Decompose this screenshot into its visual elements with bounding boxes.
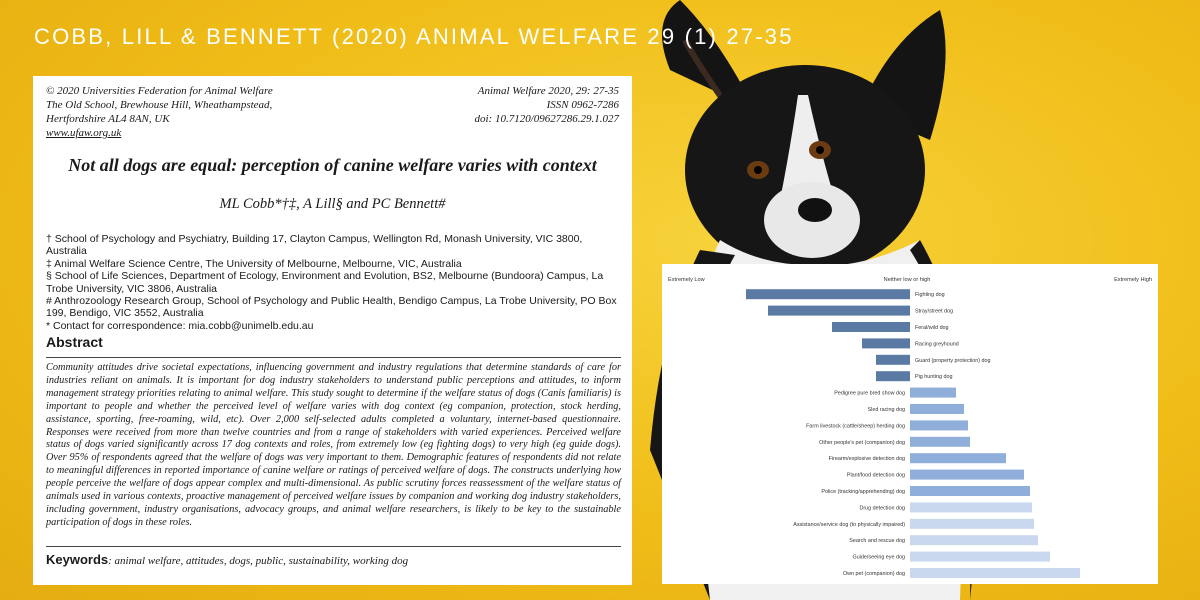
keywords-label: Keywords <box>46 552 109 567</box>
journal-citation: Animal Welfare 2020, 29: 27-35 <box>477 85 619 97</box>
keywords: Keywords: animal welfare, attitudes, dog… <box>46 552 408 568</box>
category-label-17: Guide/seeing eye dog <box>853 555 905 561</box>
x-label-center: Neither low or high <box>884 277 931 283</box>
divider <box>46 357 621 358</box>
bar-7 <box>910 387 956 398</box>
issn: ISSN 0962-7286 <box>546 99 619 111</box>
category-label-7: Pedigree pure bred show dog <box>834 391 905 397</box>
category-label-15: Assistance/service dog (to physically im… <box>793 522 905 528</box>
divider <box>46 546 621 547</box>
bar-18 <box>910 568 1080 578</box>
publisher-info: © 2020 Universities Federation for Anima… <box>46 84 273 140</box>
category-label-8: Sled racing dog <box>868 407 905 413</box>
category-label-16: Search and rescue dog <box>849 538 905 544</box>
category-label-11: Firearm/explosive detection dog <box>829 456 905 462</box>
bar-17 <box>910 551 1050 562</box>
paper-abstract-panel: © 2020 Universities Federation for Anima… <box>33 76 632 585</box>
category-label-6: Pig hunting dog <box>915 374 952 380</box>
bar-12 <box>910 469 1024 480</box>
category-label-13: Police (tracking/apprehending) dog <box>821 489 905 495</box>
bar-4 <box>862 338 910 349</box>
category-label-4: Racing greyhound <box>915 341 959 347</box>
page-title: COBB, LILL & BENNETT (2020) ANIMAL WELFA… <box>34 24 794 49</box>
bar-10 <box>910 436 970 447</box>
bar-3 <box>832 322 910 332</box>
doi: doi: 10.7120/09627286.29.1.027 <box>474 113 619 125</box>
category-label-14: Drug detection dog <box>859 505 905 511</box>
publisher-link[interactable]: www.ufaw.org.uk <box>46 127 122 139</box>
welfare-bar-chart: Extremely Low Neither low or high Extrem… <box>668 277 1152 578</box>
bar-16 <box>910 535 1038 546</box>
copyright-line: © 2020 Universities Federation for Anima… <box>46 85 273 97</box>
bar-5 <box>876 354 910 365</box>
bar-13 <box>910 486 1030 496</box>
category-label-9: Farm livestock (cattle/sheep) herding do… <box>806 423 905 429</box>
category-label-12: Plant/food detection dog <box>847 473 905 479</box>
x-label-right: Extremely High <box>1114 277 1152 283</box>
x-label-left: Extremely Low <box>668 277 706 283</box>
category-label-1: Fighting dog <box>915 292 945 298</box>
bar-8 <box>910 404 964 414</box>
bar-1 <box>746 289 910 300</box>
category-label-5: Guard (property protection) dog <box>915 358 991 364</box>
contact-line: * Contact for correspondence: mia.cobb@u… <box>46 319 314 332</box>
affiliation-2: ‡ Animal Welfare Science Centre, The Uni… <box>46 257 462 270</box>
bar-9 <box>910 420 968 431</box>
abstract-heading: Abstract <box>46 334 103 350</box>
affiliations: † School of Psychology and Psychiatry, B… <box>46 233 621 332</box>
category-label-10: Other people's pet (companion) dog <box>819 440 905 446</box>
article-title: Not all dogs are equal: perception of ca… <box>68 155 597 175</box>
address-line-2: Hertfordshire AL4 8AN, UK <box>46 113 170 125</box>
keywords-list: : animal welfare, attitudes, dogs, publi… <box>108 555 409 567</box>
bar-14 <box>910 502 1032 513</box>
journal-info: Animal Welfare 2020, 29: 27-35 ISSN 0962… <box>474 84 619 126</box>
abstract-text: Community attitudes drive societal expec… <box>46 362 621 528</box>
affiliation-1: † School of Psychology and Psychiatry, B… <box>46 233 583 258</box>
bar-11 <box>910 453 1006 464</box>
category-label-18: Own pet (companion) dog <box>843 571 905 577</box>
category-label-3: Feral/wild dog <box>915 325 949 331</box>
bar-2 <box>768 305 910 316</box>
bar-15 <box>910 518 1034 529</box>
address-line-1: The Old School, Brewhouse Hill, Wheatham… <box>46 99 273 111</box>
affiliation-4: # Anthrozoology Research Group, School o… <box>46 295 617 320</box>
bar-6 <box>876 371 910 382</box>
welfare-chart-panel: Extremely Low Neither low or high Extrem… <box>662 264 1158 584</box>
authors: ML Cobb*†‡, A Lill§ and PC Bennett# <box>219 196 446 212</box>
affiliation-3: § School of Life Sciences, Department of… <box>46 270 604 295</box>
category-label-2: Stray/street dog <box>915 309 953 315</box>
